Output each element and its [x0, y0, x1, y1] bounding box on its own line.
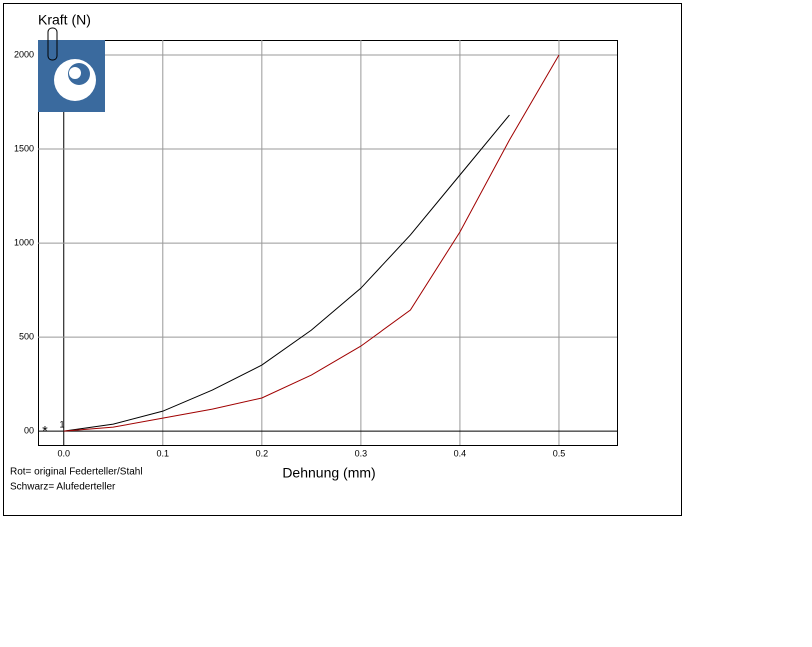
marker: * [42, 423, 48, 439]
note: Schwarz= Alufederteller [10, 482, 116, 493]
x-axis-label: Dehnung (mm) [282, 465, 375, 481]
logo-clip [47, 27, 58, 61]
x-tick-label: 0.4 [454, 448, 467, 458]
y-axis-label: Kraft (N) [38, 12, 91, 28]
x-tick-label: 0.3 [355, 448, 368, 458]
marker-label: 1 [59, 419, 64, 429]
x-tick-label: 0.2 [256, 448, 269, 458]
x-tick-label: 0.5 [553, 448, 566, 458]
x-tick-label: 0.1 [157, 448, 170, 458]
y-tick-label: 500 [19, 331, 34, 341]
y-tick-label: 1000 [14, 237, 34, 247]
y-tick-label: 1500 [14, 143, 34, 153]
y-tick-label: 2000 [14, 49, 34, 59]
y-tick-label: 00 [24, 425, 34, 435]
data-line [63, 114, 510, 432]
data-line [63, 54, 560, 432]
x-tick-label: 0.0 [57, 448, 70, 458]
logo-shape [69, 67, 81, 79]
note: Rot= original Federteller/Stahl [10, 467, 143, 478]
